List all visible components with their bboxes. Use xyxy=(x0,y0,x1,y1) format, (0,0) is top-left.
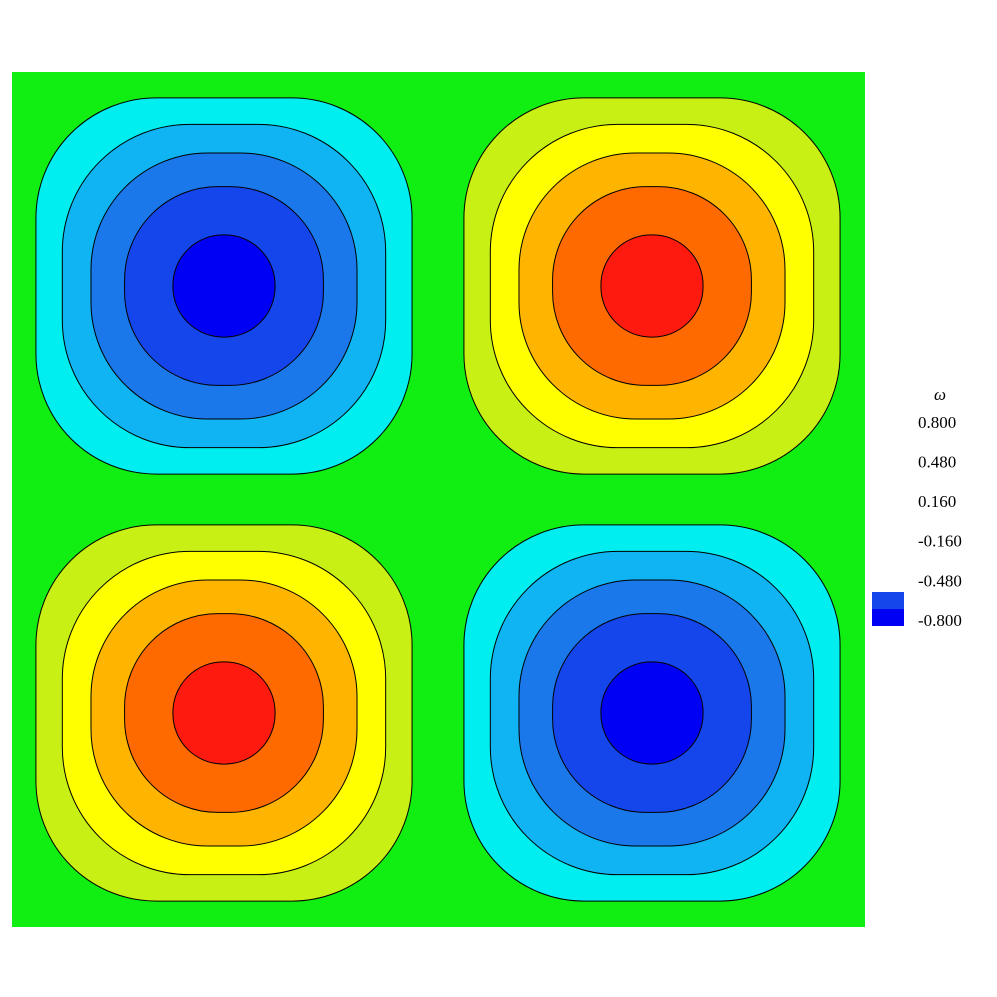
legend-tick-label: 0.160 xyxy=(918,492,956,511)
legend-tick-label: 0.480 xyxy=(918,453,956,472)
legend-tick-label: -0.160 xyxy=(918,532,962,551)
legend: 0.800 0.480 0.160 -0.160 -0.480 -0.800 xyxy=(872,413,962,630)
legend-swatch xyxy=(872,592,904,609)
legend-tick-label: -0.800 xyxy=(918,611,962,630)
contour-band xyxy=(172,234,276,338)
contour-band xyxy=(600,661,704,765)
legend-swatch xyxy=(872,609,904,626)
legend-tick-label: 0.800 xyxy=(918,413,956,432)
legend-tick-label: -0.480 xyxy=(918,571,962,590)
contour-field xyxy=(35,97,841,902)
contour-band xyxy=(172,661,276,765)
legend-title: ω xyxy=(934,385,946,404)
contour-band xyxy=(600,234,704,338)
